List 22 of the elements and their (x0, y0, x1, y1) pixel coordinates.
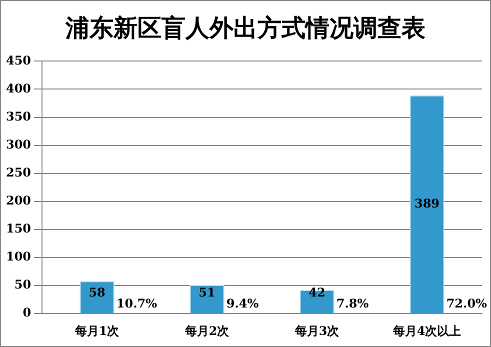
y-tick-label: 250 (6, 166, 32, 180)
y-tick-label: 350 (6, 109, 32, 124)
y-tick-label: 450 (6, 53, 32, 68)
y-tick-label: 300 (6, 137, 32, 152)
annotation: 10.7% (116, 296, 158, 311)
data-label: 389 (414, 196, 440, 211)
y-tick-label: 200 (6, 194, 32, 208)
data-label: 58 (88, 286, 106, 300)
y-tick-label: 50 (14, 278, 32, 292)
x-tick-label: 每月3次 (294, 324, 340, 338)
y-tick-label: 400 (6, 81, 32, 96)
y-tick-label: 150 (6, 222, 32, 236)
data-label: 51 (198, 286, 216, 300)
x-tick-label: 每月4次以上 (392, 324, 462, 338)
chart-title: 浦东新区盲人外出方式情况调查表 (64, 13, 426, 44)
y-tick-label: 100 (6, 250, 32, 264)
annotation: 9.4% (226, 296, 260, 311)
x-tick-label: 每月1次 (74, 324, 120, 338)
y-tick-label: 0 (22, 306, 32, 320)
annotation: 7.8% (336, 296, 370, 311)
annotation: 72.0% (446, 296, 488, 311)
x-tick-label: 每月2次 (184, 324, 230, 338)
